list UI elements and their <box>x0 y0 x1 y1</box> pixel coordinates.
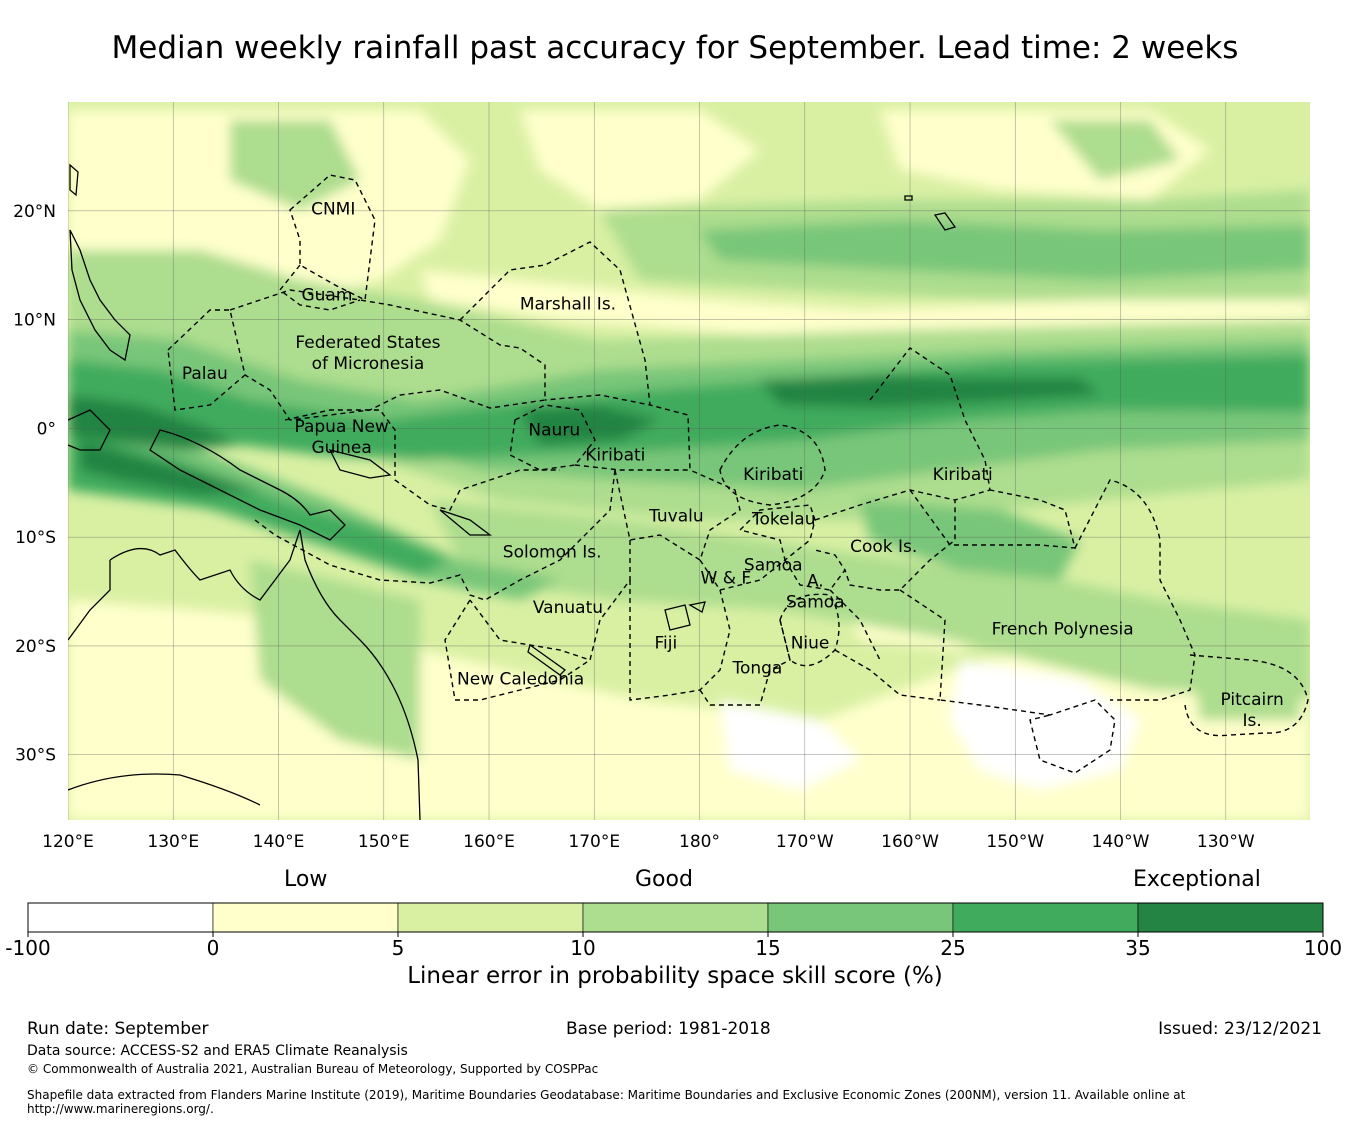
colorbar-swatch <box>582 902 769 933</box>
lon-tick-label: 140°W <box>1092 832 1150 852</box>
base-period: Base period: 1981-2018 <box>566 1019 771 1039</box>
lat-tick-label: 20°N <box>13 202 56 222</box>
region-label: Vanuatu <box>533 598 603 618</box>
lon-tick-label: 130°W <box>1197 832 1255 852</box>
lon-tick-label: 150°E <box>358 832 410 852</box>
lon-tick-label: 140°E <box>253 832 305 852</box>
region-label: Tokelau <box>751 510 816 530</box>
region-label: New Caledonia <box>457 670 584 690</box>
region-label: Solomon Is. <box>503 542 602 562</box>
longitude-tick-labels: 120°E 130°E 140°E 150°E 160°E 170°E 180° 170°W 1… <box>42 832 1255 852</box>
region-label: Tonga <box>731 659 782 679</box>
issued-date: Issued: 23/12/2021 <box>1158 1019 1322 1039</box>
rainfall-skill-map: 20°N 10°N 0° 10°S 20°S 30°S 120°E 130°E 140°E 15… <box>5 102 1342 960</box>
colorbar-swatch <box>767 902 954 933</box>
lat-tick-label: 30°S <box>15 746 56 766</box>
coastlines <box>68 163 957 820</box>
region-labels: CNMI Guam Marshall Is. Federated States of M… <box>182 200 1284 731</box>
colorbar-swatch <box>27 902 214 933</box>
colorbar-category-good: Good <box>635 867 693 892</box>
colorbar-swatch <box>1137 902 1324 933</box>
lon-tick-label: 160°W <box>881 832 939 852</box>
lon-tick-label: 170°W <box>776 832 834 852</box>
region-label: French Polynesia <box>992 620 1134 640</box>
shapefile-credit: Shapefile data extracted from Flanders M… <box>27 1088 1186 1116</box>
lon-tick-label: 160°E <box>463 832 515 852</box>
lon-tick-label: 120°E <box>42 832 94 852</box>
colorbar-tick-label: 0 <box>207 936 220 960</box>
data-source: Data source: ACCESS-S2 and ERA5 Climate … <box>27 1043 408 1059</box>
region-label: Samoa <box>744 555 803 575</box>
region-label: Fiji <box>654 634 677 654</box>
colorbar-tick-label: 25 <box>940 936 965 960</box>
region-label: Kiribati <box>743 465 803 485</box>
colorbar-tick-label: -100 <box>5 936 50 960</box>
colorbar-tick-label: 5 <box>392 936 405 960</box>
copyright: © Commonwealth of Australia 2021, Austra… <box>27 1062 599 1076</box>
region-label: Marshall Is. <box>520 294 616 314</box>
page-title: Median weekly rainfall past accuracy for… <box>111 30 1239 66</box>
region-label: Kiribati <box>585 445 645 465</box>
region-label: A. Samoa <box>786 571 845 612</box>
region-label: W & F <box>701 568 752 588</box>
region-label: Papua New Guinea <box>294 417 388 458</box>
colorbar-tick-label: 10 <box>570 936 595 960</box>
colorbar-axis-label: Linear error in probability space skill … <box>407 963 943 989</box>
lat-tick-label: 10°S <box>15 528 56 548</box>
skill-field <box>68 102 1310 820</box>
colorbar-tick-label: 35 <box>1125 936 1150 960</box>
lon-tick-label: 170°E <box>568 832 620 852</box>
region-label: Tuvalu <box>648 506 704 526</box>
colorbar-category-low: Low <box>284 867 328 892</box>
latitude-tick-labels: 20°N 10°N 0° 10°S 20°S 30°S <box>13 202 56 766</box>
region-label: Federated States of Micronesia <box>295 333 440 374</box>
lon-tick-label: 150°W <box>986 832 1044 852</box>
region-label: Kiribati <box>933 465 993 485</box>
colorbar-swatch <box>952 902 1139 933</box>
run-date: Run date: September <box>27 1019 209 1039</box>
region-label: CNMI <box>311 200 355 220</box>
region-label: Cook Is. <box>850 537 917 557</box>
lon-tick-label: 180° <box>679 832 720 852</box>
colorbar-swatch <box>397 902 584 933</box>
colorbar-swatch <box>212 902 399 933</box>
region-label: Palau <box>182 364 228 384</box>
eez-boundaries <box>167 174 1309 774</box>
colorbar: -100 0 5 10 15 25 35 100 <box>5 902 1342 960</box>
region-label: Nauru <box>528 420 580 440</box>
colorbar-tick-label: 100 <box>1304 936 1342 960</box>
lon-tick-label: 130°E <box>147 832 199 852</box>
region-label: Guam <box>301 286 352 306</box>
lat-tick-label: 20°S <box>15 637 56 657</box>
lat-tick-label: 0° <box>37 419 56 439</box>
region-label: Pitcairn Is. <box>1221 690 1284 731</box>
region-label: Niue <box>791 634 830 654</box>
gridlines <box>68 102 1310 820</box>
colorbar-tick-label: 15 <box>755 936 780 960</box>
lat-tick-label: 10°N <box>13 311 56 331</box>
colorbar-category-exceptional: Exceptional <box>1133 867 1261 892</box>
